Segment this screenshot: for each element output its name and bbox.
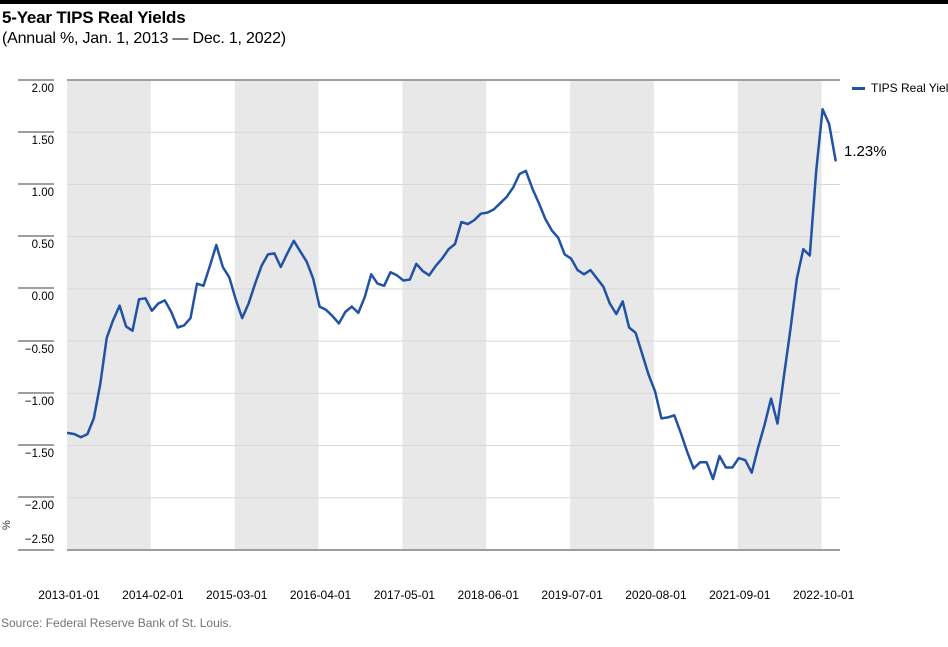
x-tick-label: 2013-01-01 bbox=[38, 588, 100, 602]
background-band bbox=[821, 79, 840, 551]
top-black-rule bbox=[0, 0, 948, 4]
y-tick-label: −1.50 bbox=[24, 448, 54, 460]
background-band bbox=[67, 79, 151, 551]
chart-title: 5-Year TIPS Real Yields bbox=[2, 8, 186, 27]
y-tick-mark bbox=[18, 235, 54, 237]
y-tick-label: −1.00 bbox=[24, 396, 54, 408]
x-tick-label: 2022-10-01 bbox=[792, 588, 855, 602]
y-tick-mark bbox=[18, 392, 54, 394]
background-band bbox=[150, 79, 235, 551]
y-tick-mark bbox=[18, 183, 54, 185]
y-axis-unit-label: % bbox=[1, 520, 13, 530]
y-tick-label: 1.00 bbox=[31, 187, 54, 199]
source-note: Source: Federal Reserve Bank of St. Loui… bbox=[1, 616, 232, 630]
x-tick-label: 2021-09-01 bbox=[709, 588, 771, 602]
x-tick-label: 2018-06-01 bbox=[457, 588, 519, 602]
plot-area bbox=[67, 79, 840, 551]
y-tick-label: 0.50 bbox=[31, 239, 54, 251]
y-tick-mark bbox=[18, 549, 54, 551]
background-band bbox=[234, 79, 319, 551]
legend: TIPS Real Yield bbox=[852, 81, 948, 95]
x-tick-label: 2015-03-01 bbox=[205, 588, 268, 602]
y-tick-mark bbox=[18, 131, 54, 133]
x-tick-label: 2014-02-01 bbox=[122, 588, 184, 602]
y-tick-mark bbox=[18, 79, 54, 81]
legend-series-label: TIPS Real Yield bbox=[871, 81, 948, 95]
y-tick-label: 1.50 bbox=[31, 135, 54, 147]
y-tick-mark bbox=[18, 444, 54, 446]
x-tick-label: 2019-07-01 bbox=[541, 588, 603, 602]
y-tick-label: −2.50 bbox=[24, 534, 54, 546]
y-tick-label: −2.00 bbox=[24, 500, 54, 512]
x-tick-label: 2017-05-01 bbox=[373, 588, 436, 602]
tips-real-yield-line bbox=[67, 107, 837, 481]
x-tick-label: 2016-04-01 bbox=[289, 588, 352, 602]
legend-line-swatch-icon bbox=[852, 86, 865, 90]
background-band bbox=[737, 79, 822, 551]
x-tick-label: 2020-08-01 bbox=[625, 588, 687, 602]
y-tick-label: −0.50 bbox=[24, 344, 54, 356]
chart-subtitle: (Annual %, Jan. 1, 2013 — Dec. 1, 2022) bbox=[2, 30, 286, 47]
last-value-annotation: 1.23% bbox=[844, 143, 887, 160]
background-band bbox=[653, 79, 738, 551]
y-tick-mark bbox=[18, 496, 54, 498]
background-band bbox=[570, 79, 654, 551]
y-tick-mark bbox=[18, 287, 54, 289]
background-band bbox=[486, 79, 571, 551]
y-tick-mark bbox=[18, 340, 54, 342]
y-tick-label: 0.00 bbox=[31, 291, 54, 303]
background-band bbox=[402, 79, 487, 551]
y-tick-label: 2.00 bbox=[31, 83, 54, 95]
